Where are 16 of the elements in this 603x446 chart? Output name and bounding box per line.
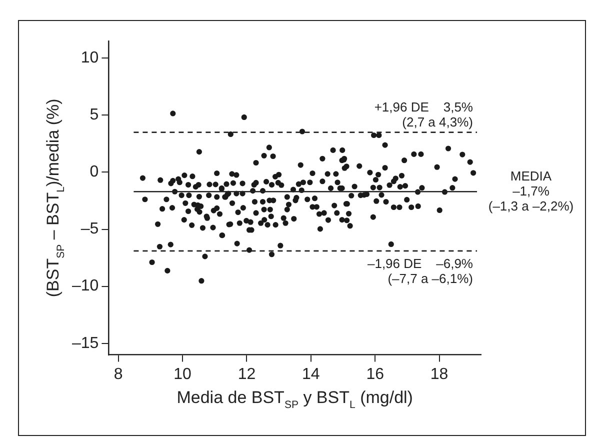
x-tick-label: 18 [430, 366, 448, 383]
y-axis-title: (BSTSP – BSTL)/media (%) [44, 98, 67, 298]
y-tick-label: –10 [72, 278, 99, 295]
y-tick-label: –5 [80, 220, 99, 238]
x-tick-label: 14 [302, 366, 320, 383]
ref-line-label: –1,96 DE –6,9% (–7,7 a –6,1%) [367, 256, 474, 286]
x-tick-label: 8 [114, 366, 123, 383]
y-tick-label: 0 [90, 164, 99, 181]
x-tick-label: 16 [366, 366, 384, 383]
ref-line-label: +1,96 DE 3,5% (2,7 a 4,3%) [374, 99, 474, 130]
x-tick-label: 12 [238, 366, 256, 383]
y-tick-label: 10 [80, 50, 99, 67]
x-tick-label: 10 [174, 366, 192, 383]
y-tick-label: 5 [90, 106, 99, 124]
ref-line-label: MEDIA –1,7% (–1,3 a –2,2%) [488, 168, 574, 214]
y-tick-label: –15 [72, 334, 99, 352]
